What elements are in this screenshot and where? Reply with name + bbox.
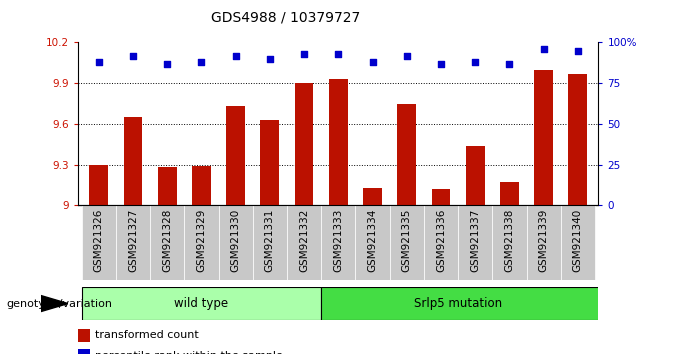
Bar xyxy=(82,205,116,280)
Point xyxy=(265,56,275,62)
Text: GDS4988 / 10379727: GDS4988 / 10379727 xyxy=(211,11,360,25)
Point xyxy=(93,59,104,65)
Bar xyxy=(321,205,356,280)
Text: GSM921339: GSM921339 xyxy=(539,209,549,273)
Bar xyxy=(226,106,245,205)
Bar xyxy=(329,79,347,205)
Bar xyxy=(363,188,382,205)
Point xyxy=(401,53,412,58)
Text: Srlp5 mutation: Srlp5 mutation xyxy=(414,297,502,310)
Point xyxy=(538,46,549,52)
Bar xyxy=(287,205,321,280)
Bar xyxy=(397,104,416,205)
Text: GSM921338: GSM921338 xyxy=(505,209,514,273)
Text: percentile rank within the sample: percentile rank within the sample xyxy=(95,351,284,354)
Point xyxy=(504,61,515,67)
Bar xyxy=(321,287,612,320)
Bar xyxy=(82,287,321,320)
Bar xyxy=(568,74,588,205)
Text: transformed count: transformed count xyxy=(95,330,199,341)
Text: GSM921326: GSM921326 xyxy=(94,209,104,273)
Bar xyxy=(78,329,90,342)
Point xyxy=(573,48,583,53)
Bar xyxy=(458,205,492,280)
Bar xyxy=(184,205,218,280)
Bar xyxy=(500,182,519,205)
Bar xyxy=(356,205,390,280)
Bar xyxy=(526,205,561,280)
Text: GSM921328: GSM921328 xyxy=(163,209,172,273)
Point xyxy=(299,51,309,57)
Text: genotype/variation: genotype/variation xyxy=(7,299,113,309)
Text: GSM921337: GSM921337 xyxy=(470,209,480,273)
Bar xyxy=(192,166,211,205)
Bar xyxy=(466,145,485,205)
Text: GSM921332: GSM921332 xyxy=(299,209,309,273)
Polygon shape xyxy=(41,296,68,312)
Text: GSM921329: GSM921329 xyxy=(197,209,207,273)
Bar xyxy=(294,83,313,205)
Bar xyxy=(390,205,424,280)
Text: GSM921335: GSM921335 xyxy=(402,209,412,273)
Text: GSM921333: GSM921333 xyxy=(333,209,343,273)
Bar xyxy=(124,117,142,205)
Bar xyxy=(561,205,595,280)
Point xyxy=(162,61,173,67)
Text: GSM921340: GSM921340 xyxy=(573,209,583,272)
Point xyxy=(231,53,241,58)
Bar xyxy=(89,165,108,205)
Bar xyxy=(158,167,177,205)
Point xyxy=(333,51,343,57)
Bar xyxy=(492,205,526,280)
Text: GSM921327: GSM921327 xyxy=(128,209,138,273)
Point xyxy=(367,59,378,65)
Point xyxy=(128,53,139,58)
Bar xyxy=(150,205,184,280)
Point xyxy=(196,59,207,65)
Bar xyxy=(253,205,287,280)
Bar xyxy=(116,205,150,280)
Text: GSM921330: GSM921330 xyxy=(231,209,241,272)
Text: wild type: wild type xyxy=(174,297,228,310)
Bar xyxy=(424,205,458,280)
Point xyxy=(470,59,481,65)
Bar xyxy=(260,120,279,205)
Text: GSM921336: GSM921336 xyxy=(436,209,446,273)
Point xyxy=(435,61,446,67)
Text: GSM921334: GSM921334 xyxy=(367,209,377,273)
Bar xyxy=(432,189,450,205)
Text: GSM921331: GSM921331 xyxy=(265,209,275,273)
Bar xyxy=(534,70,553,205)
Bar xyxy=(218,205,253,280)
Bar xyxy=(78,349,90,354)
